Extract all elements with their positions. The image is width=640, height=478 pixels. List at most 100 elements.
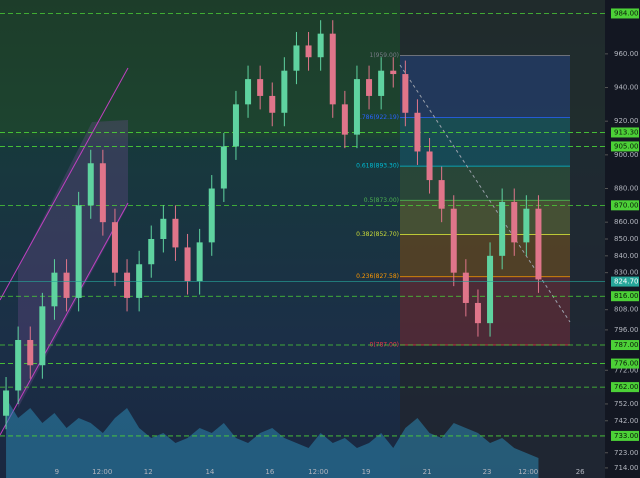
- y-tick-label: 808.00: [614, 306, 639, 314]
- candle-body: [220, 146, 227, 189]
- channel-line: [0, 202, 129, 436]
- candle-body: [51, 272, 58, 307]
- candle-body: [523, 208, 530, 243]
- level-tag-label: 984.00: [614, 9, 639, 17]
- level-tag-label: 733.00: [614, 432, 639, 440]
- fib-label: 0.5(873.00): [364, 197, 399, 204]
- fib-label: 0.618(893.30): [356, 163, 399, 170]
- last-price-tag: [611, 276, 639, 287]
- candle-body: [124, 272, 131, 298]
- y-tick-label: 860.00: [614, 218, 639, 226]
- candle-body: [317, 33, 324, 58]
- level-tag-label: 776.00: [614, 360, 639, 368]
- level-tag-label: 913.30: [614, 128, 639, 136]
- candle-body: [15, 339, 22, 391]
- candle-body: [75, 205, 82, 298]
- level-tag: [611, 127, 639, 138]
- y-tick-label: 714.00: [614, 464, 639, 472]
- y-tick-label: 772.00: [614, 366, 639, 374]
- candle-body: [305, 45, 312, 58]
- candle-body: [499, 201, 506, 256]
- fib-band: [400, 55, 570, 118]
- y-tick-label: 900.00: [614, 151, 639, 159]
- candle-body: [232, 104, 239, 147]
- price-axis: [605, 0, 640, 478]
- candle-body: [160, 218, 167, 239]
- level-tag-label: 787.00: [614, 341, 639, 349]
- candle-body: [245, 79, 252, 105]
- candle-body: [414, 112, 421, 152]
- candle-body: [208, 188, 215, 243]
- y-tick-label: 796.00: [614, 326, 639, 334]
- fib-label: 0.382(852.70): [356, 231, 399, 238]
- candle-body: [511, 201, 518, 243]
- candle-body: [474, 302, 481, 324]
- candle-body: [184, 247, 191, 282]
- candle-body: [353, 79, 360, 135]
- y-tick-label: 850.00: [614, 235, 639, 243]
- y-tick-label: 880.00: [614, 185, 639, 193]
- candle-body: [111, 222, 118, 273]
- candle-body: [487, 255, 494, 324]
- level-tag: [611, 200, 639, 211]
- fib-band: [400, 276, 570, 346]
- candle-body: [87, 163, 94, 206]
- candle-body: [99, 163, 106, 223]
- level-tag-label: 762.00: [614, 383, 639, 391]
- x-tick-label: 16: [265, 468, 274, 476]
- last-price-label: 824.70: [614, 278, 639, 286]
- candle-body: [438, 180, 445, 209]
- channel-line: [0, 67, 129, 301]
- level-tag: [611, 430, 639, 441]
- level-tag-label: 905.00: [614, 142, 639, 150]
- fib-label: 1(959.00): [370, 52, 400, 59]
- candle-body: [329, 33, 336, 105]
- candle-body: [450, 208, 457, 273]
- x-tick-label: 26: [576, 468, 585, 476]
- candle-body: [257, 79, 264, 96]
- candle-body: [341, 104, 348, 135]
- fib-band: [400, 166, 570, 201]
- y-tick-label: 940.00: [614, 84, 639, 92]
- x-tick-label: 9: [55, 468, 59, 476]
- candle-body: [269, 95, 276, 113]
- y-tick-label: 840.00: [614, 252, 639, 260]
- y-tick-label: 960.00: [614, 50, 639, 58]
- level-tag-label: 816.00: [614, 292, 639, 300]
- fib-band: [400, 234, 570, 277]
- x-tick-label: 12:00: [518, 468, 538, 476]
- level-tag: [611, 382, 639, 393]
- candle-body: [39, 306, 46, 366]
- y-tick-label: 752.00: [614, 400, 639, 408]
- x-tick-label: 12:00: [308, 468, 328, 476]
- fib-band: [400, 117, 570, 167]
- fib-band: [400, 200, 570, 235]
- candle-body: [462, 272, 469, 303]
- volume-area: [6, 398, 539, 478]
- candle-body: [136, 264, 143, 298]
- candle-body: [535, 208, 542, 280]
- level-tag: [611, 291, 639, 302]
- candle-body: [426, 151, 433, 181]
- candle-body: [27, 339, 34, 366]
- fib-label: 0.786(922.19): [356, 114, 399, 121]
- candle-body: [378, 70, 385, 96]
- x-tick-label: 12:00: [92, 468, 112, 476]
- fib-label: 0.236(827.58): [356, 273, 399, 280]
- candle-body: [402, 74, 409, 113]
- candle-body: [196, 242, 203, 282]
- level-tag: [611, 8, 639, 19]
- candle-body: [281, 70, 288, 113]
- level-tag-label: 870.00: [614, 201, 639, 209]
- candle-body: [293, 45, 300, 71]
- candle-body: [390, 70, 397, 75]
- candle-body: [172, 218, 179, 248]
- x-tick-label: 19: [362, 468, 371, 476]
- candle-body: [63, 272, 70, 298]
- candle-body: [148, 239, 155, 265]
- level-tag: [611, 358, 639, 369]
- y-tick-label: 920.00: [614, 117, 639, 125]
- y-tick-label: 742.00: [614, 417, 639, 425]
- x-tick-label: 21: [423, 468, 432, 476]
